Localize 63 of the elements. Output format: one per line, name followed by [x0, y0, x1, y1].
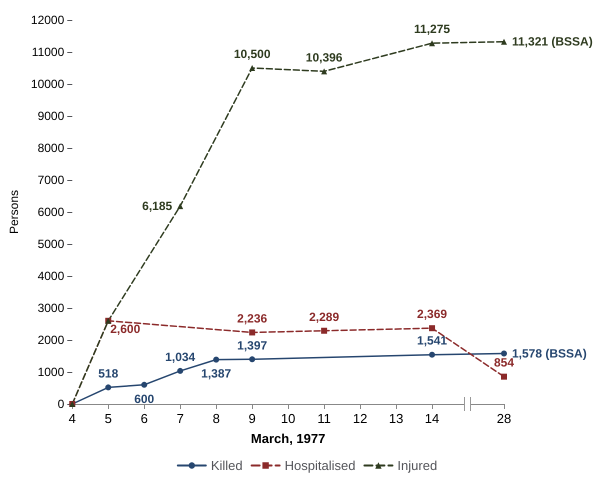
y-tick-label: 11000: [32, 45, 65, 59]
point: [177, 203, 184, 210]
x-tick-label: 8: [212, 411, 220, 426]
x-tick-label: 4: [68, 411, 76, 426]
data-label: 10,500: [234, 47, 271, 61]
point: [141, 382, 148, 388]
point: [249, 356, 256, 362]
legend-label: Injured: [397, 458, 438, 473]
x-tick-label: 9: [248, 411, 256, 426]
y-tick-label: 1000: [38, 365, 65, 379]
y-tick-label: 0: [58, 397, 65, 411]
point: [177, 368, 184, 374]
y-tick-label: 2000: [38, 333, 65, 347]
data-label: 2,289: [309, 310, 340, 324]
point: [429, 352, 436, 358]
data-label: 1,387: [201, 366, 232, 381]
point: [501, 350, 507, 356]
point: [249, 65, 256, 71]
data-label: 11,321 (BSSA): [512, 34, 593, 49]
x-tick-label: 5: [104, 411, 112, 426]
y-tick-label: 10000: [30, 77, 65, 91]
x-tick-label: 13: [388, 411, 404, 426]
data-label: 1,397: [237, 338, 268, 352]
data-label: 1,034: [165, 350, 196, 364]
legend-label: Hospitalised: [284, 458, 356, 473]
point: [105, 384, 112, 390]
data-label: 10,396: [306, 50, 343, 64]
x-tick-label: 10: [280, 411, 296, 426]
point: [249, 329, 256, 336]
data-label: 6,185: [142, 199, 173, 214]
x-tick-label: 28: [496, 411, 512, 426]
data-label: 600: [134, 392, 155, 406]
y-tick-label: 12000: [30, 13, 65, 27]
data-label: 2,600: [110, 322, 141, 336]
legend-label: Killed: [210, 458, 243, 473]
x-axis-title: March, 1977: [250, 431, 326, 446]
y-tick-label: 6000: [38, 205, 65, 219]
data-label: 2,369: [417, 307, 448, 322]
data-label: 2,236: [237, 311, 268, 326]
point: [321, 328, 328, 334]
y-tick-label: 3000: [38, 301, 65, 315]
x-tick-label: 11: [317, 411, 331, 426]
point: [501, 38, 507, 45]
y-tick-label: 4000: [38, 269, 65, 283]
data-label: 11,275: [414, 22, 450, 36]
point: [501, 374, 507, 380]
data-label: 854: [494, 356, 514, 370]
x-tick-label: 7: [176, 411, 184, 426]
y-tick-label: 9000: [38, 109, 65, 123]
point: [213, 356, 220, 363]
point: [429, 40, 436, 46]
x-tick-label: 6: [140, 411, 148, 426]
point: [429, 325, 436, 332]
y-tick-label: 8000: [38, 141, 65, 155]
x-tick-label: 12: [352, 411, 368, 426]
y-tick-label: 5000: [38, 237, 65, 251]
data-label: 1,541: [417, 334, 448, 348]
x-tick-label: 14: [424, 411, 440, 426]
y-tick-label: 7000: [38, 173, 65, 187]
data-label: 1,578 (BSSA): [512, 346, 587, 361]
data-label: 518: [98, 366, 119, 380]
point: [321, 68, 328, 74]
y-axis-title: Persons: [7, 190, 21, 234]
